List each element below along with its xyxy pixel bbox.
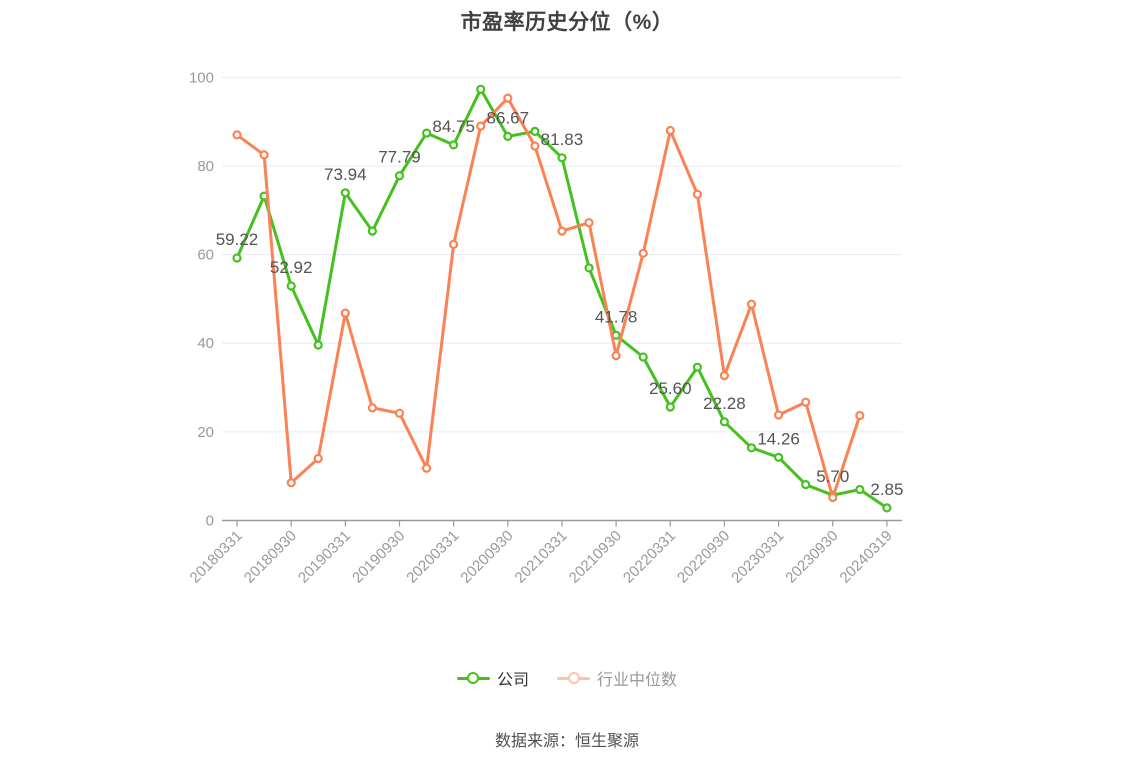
- data-point-industry-median[interactable]: [503, 93, 513, 103]
- data-point-industry-median[interactable]: [394, 408, 405, 418]
- data-point-company[interactable]: [719, 417, 730, 427]
- data-source-note: 数据来源：恒生聚源: [494, 733, 639, 750]
- data-point-industry-median[interactable]: [692, 189, 703, 199]
- data-point-industry-median[interactable]: [367, 403, 377, 413]
- data-point-industry-median[interactable]: [476, 121, 486, 131]
- company-series-marker-icon: [456, 672, 490, 684]
- data-point-company[interactable]: [801, 480, 811, 490]
- y-axis-label: 40: [197, 335, 214, 352]
- data-point-industry-median[interactable]: [611, 351, 621, 361]
- x-axis-label: 20230331: [728, 527, 787, 586]
- data-point-label: 81.83: [541, 130, 584, 149]
- x-axis-label: 20240319: [837, 527, 896, 586]
- x-axis-label: 20210930: [566, 527, 625, 586]
- y-axis-label: 80: [197, 158, 214, 175]
- legend-item-industry-median[interactable]: 行业中位数: [557, 666, 677, 690]
- data-point-industry-median[interactable]: [638, 248, 648, 258]
- x-axis-label: 20200331: [403, 527, 462, 586]
- x-axis-label: 20230930: [782, 527, 841, 586]
- data-point-industry-median[interactable]: [557, 226, 567, 236]
- data-point-company[interactable]: [313, 340, 323, 350]
- data-point-company[interactable]: [503, 131, 513, 141]
- data-point-label: 5.70: [816, 467, 849, 486]
- y-axis-label: 20: [197, 424, 214, 441]
- data-point-label: 77.79: [378, 148, 421, 167]
- data-point-industry-median[interactable]: [746, 299, 757, 309]
- data-point-company[interactable]: [232, 253, 242, 263]
- data-point-company[interactable]: [476, 84, 486, 94]
- x-axis-label: 20180930: [241, 527, 300, 586]
- data-point-company[interactable]: [286, 281, 296, 291]
- data-point-company[interactable]: [557, 153, 567, 163]
- line-chart-plot: 0 20 40 60 80 100 2018033120180930201903312019…: [187, 69, 904, 586]
- x-axis-label: 20180331: [187, 527, 246, 586]
- data-point-label: 2.85: [870, 480, 903, 499]
- y-axis-label: 100: [189, 69, 214, 86]
- data-point-label: 22.28: [703, 394, 746, 413]
- x-axis-label: 20190930: [349, 527, 408, 586]
- data-point-company[interactable]: [638, 352, 648, 362]
- y-axis-label: 0: [206, 513, 214, 530]
- data-point-label: 86.67: [487, 108, 530, 127]
- data-point-company[interactable]: [449, 140, 459, 150]
- data-point-industry-median[interactable]: [665, 125, 675, 136]
- data-point-label: 52.92: [270, 258, 313, 277]
- legend-item-company[interactable]: 公司: [456, 666, 529, 690]
- data-point-industry-median[interactable]: [801, 397, 811, 407]
- data-point-company[interactable]: [394, 171, 405, 181]
- data-point-industry-median[interactable]: [719, 371, 730, 381]
- data-point-company[interactable]: [882, 503, 892, 513]
- legend-label-company: 公司: [496, 672, 529, 689]
- y-axis-label: 60: [197, 247, 214, 264]
- data-point-company[interactable]: [692, 362, 703, 372]
- data-point-label: 41.78: [595, 307, 638, 326]
- data-point-industry-median[interactable]: [530, 141, 540, 151]
- data-point-industry-median[interactable]: [773, 410, 784, 420]
- data-point-company[interactable]: [746, 443, 757, 453]
- data-point-label: 59.22: [216, 230, 259, 249]
- x-axis-label: 20190331: [295, 527, 354, 586]
- data-point-industry-median[interactable]: [313, 453, 323, 464]
- data-point-label: 84.75: [432, 117, 475, 136]
- data-point-company[interactable]: [367, 226, 377, 236]
- legend-label-industry-median: 行业中位数: [597, 672, 678, 689]
- data-point-company[interactable]: [855, 484, 865, 495]
- data-point-company[interactable]: [422, 128, 432, 138]
- x-axis-label: 20220930: [674, 527, 733, 586]
- data-point-label: 14.26: [757, 429, 800, 448]
- chart-title: 市盈率历史分位（%）: [460, 11, 674, 34]
- data-point-label: 73.94: [324, 165, 367, 184]
- data-point-industry-median[interactable]: [259, 150, 269, 160]
- data-point-company[interactable]: [665, 402, 675, 412]
- industry-median-series-marker-icon: [557, 672, 590, 684]
- series-line-industry-median: [235, 96, 862, 499]
- data-point-industry-median[interactable]: [232, 130, 242, 140]
- data-point-industry-median[interactable]: [422, 463, 432, 473]
- data-point-industry-median[interactable]: [449, 239, 459, 249]
- x-axis-label: 20220331: [620, 527, 679, 586]
- chart-legend: 公司 行业中位数: [0, 666, 1134, 690]
- data-point-industry-median[interactable]: [584, 218, 594, 228]
- data-point-industry-median[interactable]: [340, 308, 350, 318]
- data-point-industry-median[interactable]: [855, 410, 865, 421]
- data-point-company[interactable]: [584, 263, 594, 273]
- data-point-company[interactable]: [530, 126, 540, 136]
- x-axis-label: 20200930: [457, 527, 516, 586]
- x-axis-label: 20210331: [512, 527, 571, 586]
- data-point-industry-median[interactable]: [286, 478, 296, 488]
- data-point-industry-median[interactable]: [828, 492, 838, 503]
- data-point-company[interactable]: [340, 188, 350, 198]
- data-point-company[interactable]: [773, 452, 784, 462]
- data-point-label: 25.60: [649, 379, 692, 398]
